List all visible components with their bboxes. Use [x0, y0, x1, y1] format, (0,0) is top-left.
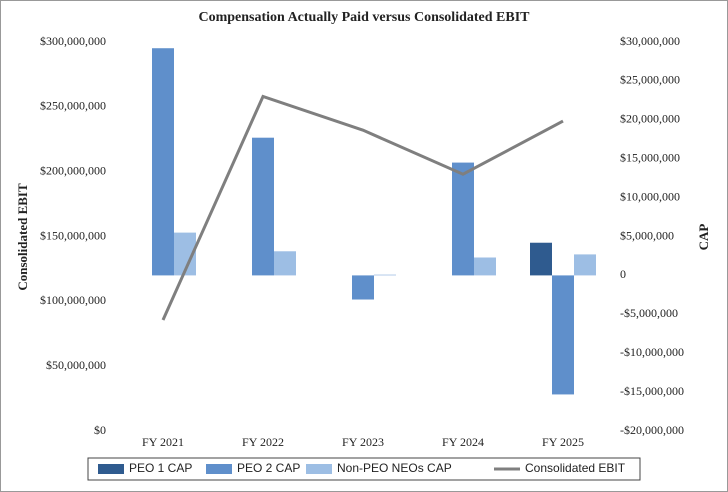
legend-label: Consolidated EBIT — [525, 461, 626, 475]
line — [161, 94, 564, 321]
y2-tick-label: $10,000,000 — [620, 189, 680, 203]
y2-tick-label: -$10,000,000 — [620, 345, 684, 359]
bar — [152, 48, 174, 276]
bar — [452, 162, 474, 276]
bar — [174, 232, 196, 276]
x-tick-label: FY 2021 — [142, 435, 184, 449]
x-tick-label: FY 2023 — [342, 435, 384, 449]
bar — [552, 275, 574, 395]
y2-tick-label: $25,000,000 — [620, 73, 680, 87]
legend-swatch — [98, 464, 124, 474]
y2-tick-label: $5,000,000 — [620, 228, 674, 242]
legend-swatch — [306, 464, 332, 474]
y2-tick-label: -$15,000,000 — [620, 384, 684, 398]
bar — [530, 242, 552, 276]
y2-tick-label: -$5,000,000 — [620, 306, 678, 320]
y-tick-label: $50,000,000 — [46, 358, 106, 372]
bar — [374, 274, 396, 276]
legend-box — [87, 457, 641, 481]
y2-tick-label: $15,000,000 — [620, 150, 680, 164]
y2-tick-label: $30,000,000 — [620, 34, 680, 48]
y-tick-label: $300,000,000 — [40, 34, 106, 48]
bar — [474, 257, 496, 276]
y-tick-label: $200,000,000 — [40, 163, 106, 177]
legend-label: Non-PEO NEOs CAP — [337, 461, 452, 475]
bar — [574, 254, 596, 276]
y2-tick-label: 0 — [620, 267, 626, 281]
bar — [352, 275, 374, 300]
y2-tick-label: $20,000,000 — [620, 112, 680, 126]
y-tick-label: $150,000,000 — [40, 228, 106, 242]
x-tick-label: FY 2024 — [442, 435, 484, 449]
bar — [274, 251, 296, 276]
y-tick-label: $0 — [94, 423, 106, 437]
y-tick-label: $250,000,000 — [40, 99, 106, 113]
y2-axis-title: CAP — [696, 224, 711, 251]
x-tick-label: FY 2022 — [242, 435, 284, 449]
x-tick-label: FY 2025 — [542, 435, 584, 449]
chart-title: Compensation Actually Paid versus Consol… — [199, 10, 531, 25]
legend-label: PEO 2 CAP — [237, 461, 300, 475]
y-axis-title: Consolidated EBIT — [15, 183, 30, 291]
y2-tick-label: -$20,000,000 — [620, 423, 684, 437]
y-tick-label: $100,000,000 — [40, 293, 106, 307]
legend-swatch — [206, 464, 232, 474]
legend-label: PEO 1 CAP — [129, 461, 192, 475]
bar — [252, 137, 274, 276]
